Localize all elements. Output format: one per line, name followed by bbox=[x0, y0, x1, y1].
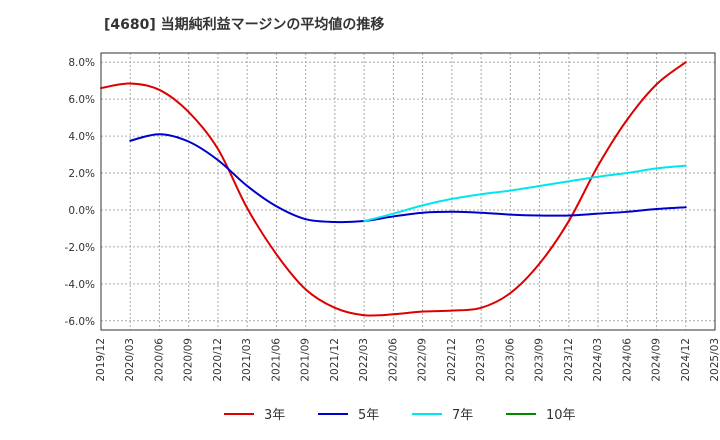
x-tick-label: 2024/12 bbox=[680, 338, 692, 382]
x-tick-label: 2020/12 bbox=[212, 338, 224, 382]
x-tick-label: 2023/09 bbox=[534, 338, 546, 382]
x-tick-label: 2021/06 bbox=[270, 338, 282, 382]
x-tick-label: 2025/03 bbox=[709, 338, 720, 382]
y-tick-label: -2.0% bbox=[65, 242, 95, 254]
x-tick-label: 2021/12 bbox=[329, 338, 341, 382]
x-tick-label: 2021/09 bbox=[300, 338, 312, 382]
series-line-0 bbox=[100, 61, 687, 317]
legend-label-0: 3年 bbox=[264, 408, 285, 423]
x-tick-label: 2024/03 bbox=[592, 338, 604, 382]
x-tick-label: 2024/09 bbox=[651, 338, 663, 382]
y-tick-label: 2.0% bbox=[68, 168, 95, 180]
x-tick-label: 2023/12 bbox=[563, 338, 575, 382]
y-tick-label: 6.0% bbox=[68, 94, 95, 106]
plot-frame bbox=[100, 52, 716, 331]
x-tick-label: 2022/09 bbox=[417, 338, 429, 382]
x-tick-label: 2019/12 bbox=[95, 338, 107, 382]
y-tick-label: -4.0% bbox=[65, 279, 95, 291]
x-tick-label: 2022/12 bbox=[446, 338, 458, 382]
x-tick-label: 2023/03 bbox=[475, 338, 487, 382]
x-tick-label: 2024/06 bbox=[621, 338, 633, 382]
series-line-1 bbox=[129, 133, 687, 224]
x-tick-label: 2021/03 bbox=[241, 338, 253, 382]
x-tick-label: 2022/03 bbox=[358, 338, 370, 382]
y-tick-label: 4.0% bbox=[68, 131, 95, 143]
x-tick-label: 2020/03 bbox=[124, 338, 136, 382]
y-tick-label: 0.0% bbox=[68, 205, 95, 217]
y-tick-label: -6.0% bbox=[65, 316, 95, 328]
x-tick-label: 2020/06 bbox=[153, 338, 165, 382]
x-tick-label: 2022/06 bbox=[387, 338, 399, 382]
chart-title: [4680] 当期純利益マージンの平均値の推移 bbox=[104, 17, 385, 33]
legend-label-2: 7年 bbox=[452, 408, 473, 423]
y-tick-label: 8.0% bbox=[68, 57, 95, 69]
legend-label-3: 10年 bbox=[546, 408, 576, 423]
legend-label-1: 5年 bbox=[358, 408, 379, 423]
x-tick-label: 2020/09 bbox=[183, 338, 195, 382]
series-line-2 bbox=[363, 164, 687, 223]
plot-area bbox=[101, 53, 715, 330]
x-tick-label: 2023/06 bbox=[504, 338, 516, 382]
